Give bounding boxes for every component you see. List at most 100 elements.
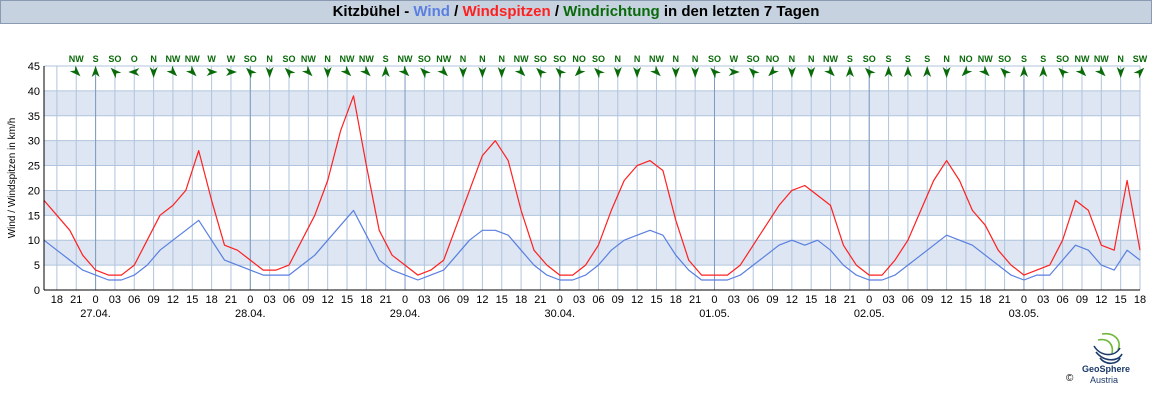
x-tick-label: 03 — [573, 294, 585, 306]
direction-arrow — [284, 67, 296, 79]
direction-arrow — [613, 67, 622, 78]
date-label: 02.05. — [854, 308, 885, 320]
x-tick-label: 18 — [360, 294, 372, 306]
x-tick-label: 09 — [147, 294, 159, 306]
chart-title: Kitzbühel - Wind / Windspitzen / Windric… — [0, 0, 1152, 24]
direction-label: NW — [340, 54, 355, 64]
direction-label: S — [93, 54, 99, 64]
direction-label: S — [905, 54, 911, 64]
copyright-symbol: © — [1066, 373, 1074, 384]
direction-arrow — [110, 67, 122, 79]
direction-label: O — [131, 54, 138, 64]
direction-arrow — [265, 67, 274, 78]
x-tick-label: 12 — [940, 294, 952, 306]
direction-label: SO — [534, 54, 547, 64]
direction-arrow — [691, 67, 700, 78]
x-tick-label: 18 — [670, 294, 682, 306]
x-tick-label: 18 — [824, 294, 836, 306]
direction-arrow — [398, 65, 410, 77]
direction-arrow — [961, 65, 973, 77]
direction-arrow — [978, 65, 990, 77]
x-tick-label: 15 — [650, 294, 662, 306]
direction-label: S — [1021, 54, 1027, 64]
x-tick-label: 0 — [711, 294, 717, 306]
x-tick-label: 06 — [438, 294, 450, 306]
direction-label: S — [847, 54, 853, 64]
direction-arrow — [555, 67, 567, 79]
direction-label: NW — [1074, 54, 1089, 64]
x-tick-label: 21 — [689, 294, 701, 306]
x-tick-label: 03 — [1037, 294, 1049, 306]
direction-arrow — [185, 65, 197, 77]
x-tick-label: 03 — [418, 294, 430, 306]
title-suffix: in den letzten 7 Tagen — [659, 3, 820, 20]
direction-label: N — [789, 54, 796, 64]
y-tick-label: 20 — [28, 185, 40, 197]
x-tick-label: 21 — [998, 294, 1010, 306]
direction-arrow — [246, 67, 257, 79]
x-tick-label: 21 — [70, 294, 82, 306]
direction-label: SO — [708, 54, 721, 64]
x-tick-label: 0 — [557, 294, 563, 306]
logo-name: GeoSphere — [1082, 364, 1131, 374]
x-tick-label: 15 — [496, 294, 508, 306]
direction-label: SO — [418, 54, 431, 64]
x-tick-label: 15 — [1115, 294, 1127, 306]
x-tick-label: 09 — [921, 294, 933, 306]
x-tick-label: 18 — [1134, 294, 1146, 306]
direction-label: NW — [823, 54, 838, 64]
x-tick-label: 06 — [592, 294, 604, 306]
direction-arrow — [360, 65, 371, 77]
y-tick-label: 0 — [34, 285, 40, 297]
band — [44, 190, 1140, 216]
direction-arrow — [787, 67, 796, 78]
x-tick-label: 18 — [515, 294, 527, 306]
y-tick-label: 5 — [34, 260, 40, 272]
direction-label: N — [692, 54, 699, 64]
x-tick-label: 09 — [766, 294, 778, 306]
wind-series-line — [43, 209, 1141, 281]
x-tick-label: 0 — [402, 294, 408, 306]
x-tick-label: 06 — [902, 294, 914, 306]
direction-arrow — [768, 65, 779, 77]
direction-label: N — [460, 54, 467, 64]
x-tick-label: 18 — [51, 294, 63, 306]
x-tick-label: 03 — [882, 294, 894, 306]
band — [44, 90, 1140, 116]
y-axis-label: Wind / Windspitzen in km/h — [7, 118, 18, 239]
direction-label: N — [324, 54, 331, 64]
direction-label: SO — [747, 54, 760, 64]
direction-arrow — [536, 67, 547, 79]
direction-label: NO — [572, 54, 586, 64]
x-tick-label: 21 — [844, 294, 856, 306]
logo-subtitle: Austria — [1090, 375, 1119, 385]
direction-arrow — [149, 67, 158, 78]
date-label: 03.05. — [1009, 308, 1040, 320]
x-tick-label: 21 — [380, 294, 392, 306]
direction-label: N — [615, 54, 622, 64]
date-label: 01.05. — [699, 308, 730, 320]
direction-label: NW — [185, 54, 200, 64]
title-separator: - — [400, 3, 414, 20]
y-tick-label: 40 — [28, 86, 40, 98]
date-label: 27.04. — [80, 308, 111, 320]
gusts-series-line — [43, 95, 1141, 276]
direction-label: N — [150, 54, 157, 64]
x-tick-label: 21 — [225, 294, 237, 306]
direction-label: SO — [553, 54, 566, 64]
x-tick-label: 12 — [786, 294, 798, 306]
direction-arrow — [381, 66, 390, 77]
direction-label: SW — [1133, 54, 1148, 64]
direction-label: N — [808, 54, 815, 64]
direction-label: NW — [1094, 54, 1109, 64]
direction-label: N — [1117, 54, 1124, 64]
x-tick-label: 12 — [476, 294, 488, 306]
direction-arrow — [574, 65, 586, 77]
direction-arrow — [903, 66, 912, 77]
direction-label: N — [673, 54, 680, 64]
direction-arrow — [1000, 67, 1011, 79]
x-tick-label: 09 — [302, 294, 314, 306]
direction-label: S — [383, 54, 389, 64]
direction-arrow — [301, 65, 313, 77]
x-tick-label: 21 — [534, 294, 546, 306]
